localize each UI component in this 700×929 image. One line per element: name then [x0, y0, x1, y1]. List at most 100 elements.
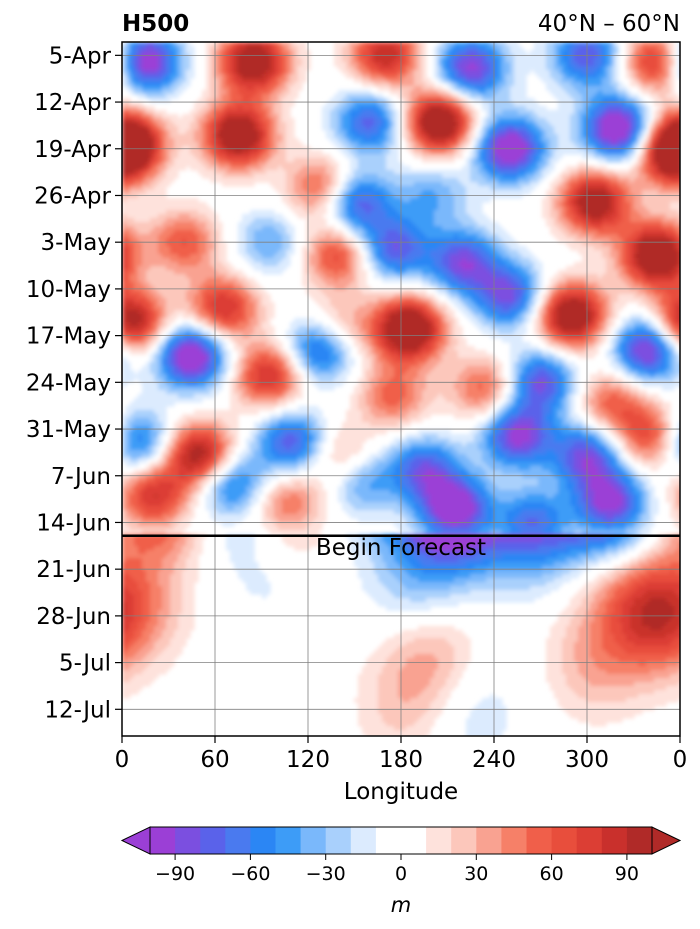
field-cell	[430, 82, 435, 87]
field-cell	[542, 58, 547, 63]
field-cell	[582, 186, 587, 191]
field-cell	[654, 146, 659, 151]
field-cell	[302, 186, 307, 191]
field-cell	[666, 106, 671, 111]
field-cell	[282, 138, 287, 143]
field-cell	[482, 170, 487, 175]
field-cell	[294, 202, 299, 207]
field-cell	[454, 42, 459, 47]
field-cell	[186, 130, 191, 135]
field-cell	[482, 178, 487, 183]
field-cell	[578, 130, 583, 135]
field-cell	[326, 114, 331, 119]
field-cell	[266, 54, 271, 59]
field-cell	[466, 42, 471, 47]
field-cell	[622, 98, 627, 103]
field-cell	[526, 118, 531, 123]
field-cell	[254, 134, 259, 139]
field-cell	[478, 138, 483, 143]
field-cell	[594, 174, 599, 179]
field-cell	[410, 58, 415, 63]
field-cell	[622, 158, 627, 163]
field-cell	[650, 46, 655, 51]
field-cell	[358, 174, 363, 179]
field-cell	[646, 118, 651, 123]
field-cell	[298, 66, 303, 71]
field-cell	[398, 170, 403, 175]
field-cell	[158, 194, 163, 199]
field-cell	[446, 190, 451, 195]
field-cell	[266, 178, 271, 183]
field-cell	[610, 146, 615, 151]
field-cell	[178, 198, 183, 203]
field-cell	[222, 130, 227, 135]
field-cell	[174, 42, 179, 47]
field-cell	[494, 54, 499, 59]
field-cell	[338, 102, 343, 107]
field-cell	[206, 146, 211, 151]
field-cell	[250, 98, 255, 103]
field-cell	[418, 74, 423, 79]
field-cell	[434, 102, 439, 107]
field-cell	[598, 186, 603, 191]
field-cell	[530, 98, 535, 103]
field-cell	[142, 134, 147, 139]
field-cell	[202, 142, 207, 147]
field-cell	[422, 54, 427, 59]
field-cell	[266, 142, 271, 147]
field-cell	[262, 82, 267, 87]
field-cell	[670, 122, 675, 127]
field-cell	[626, 94, 631, 99]
field-cell	[554, 50, 559, 55]
field-cell	[578, 78, 583, 83]
field-cell	[614, 138, 619, 143]
field-cell	[210, 118, 215, 123]
field-cell	[154, 146, 159, 151]
field-cell	[190, 162, 195, 167]
field-cell	[342, 66, 347, 71]
field-cell	[202, 118, 207, 123]
field-cell	[610, 102, 615, 107]
field-cell	[566, 90, 571, 95]
field-cell	[638, 126, 643, 131]
field-cell	[326, 134, 331, 139]
field-cell	[222, 86, 227, 91]
field-cell	[566, 70, 571, 75]
field-cell	[282, 90, 287, 95]
field-cell	[518, 118, 523, 123]
field-cell	[558, 118, 563, 123]
field-cell	[490, 154, 495, 159]
field-cell	[190, 122, 195, 127]
field-cell	[134, 202, 139, 207]
field-cell	[230, 54, 235, 59]
field-cell	[518, 166, 523, 171]
field-cell	[290, 138, 295, 143]
field-cell	[330, 178, 335, 183]
field-cell	[594, 62, 599, 67]
field-cell	[494, 146, 499, 151]
field-cell	[554, 54, 559, 59]
field-cell	[402, 178, 407, 183]
field-cell	[534, 70, 539, 75]
field-cell	[678, 142, 680, 147]
field-cell	[362, 174, 367, 179]
field-cell	[526, 66, 531, 71]
field-cell	[502, 162, 507, 167]
field-cell	[246, 158, 251, 163]
plot-area: Begin Forecast	[121, 41, 681, 737]
field-cell	[178, 78, 183, 83]
field-cell	[554, 66, 559, 71]
field-cell	[342, 102, 347, 107]
field-cell	[490, 150, 495, 155]
field-cell	[418, 170, 423, 175]
field-cell	[286, 146, 291, 151]
field-cell	[482, 46, 487, 51]
field-cell	[166, 142, 171, 147]
field-cell	[186, 206, 191, 211]
field-cell	[230, 138, 235, 143]
field-cell	[650, 78, 655, 83]
field-cell	[622, 206, 627, 211]
field-cell	[602, 202, 607, 207]
field-cell	[678, 122, 680, 127]
field-cell	[362, 194, 367, 199]
